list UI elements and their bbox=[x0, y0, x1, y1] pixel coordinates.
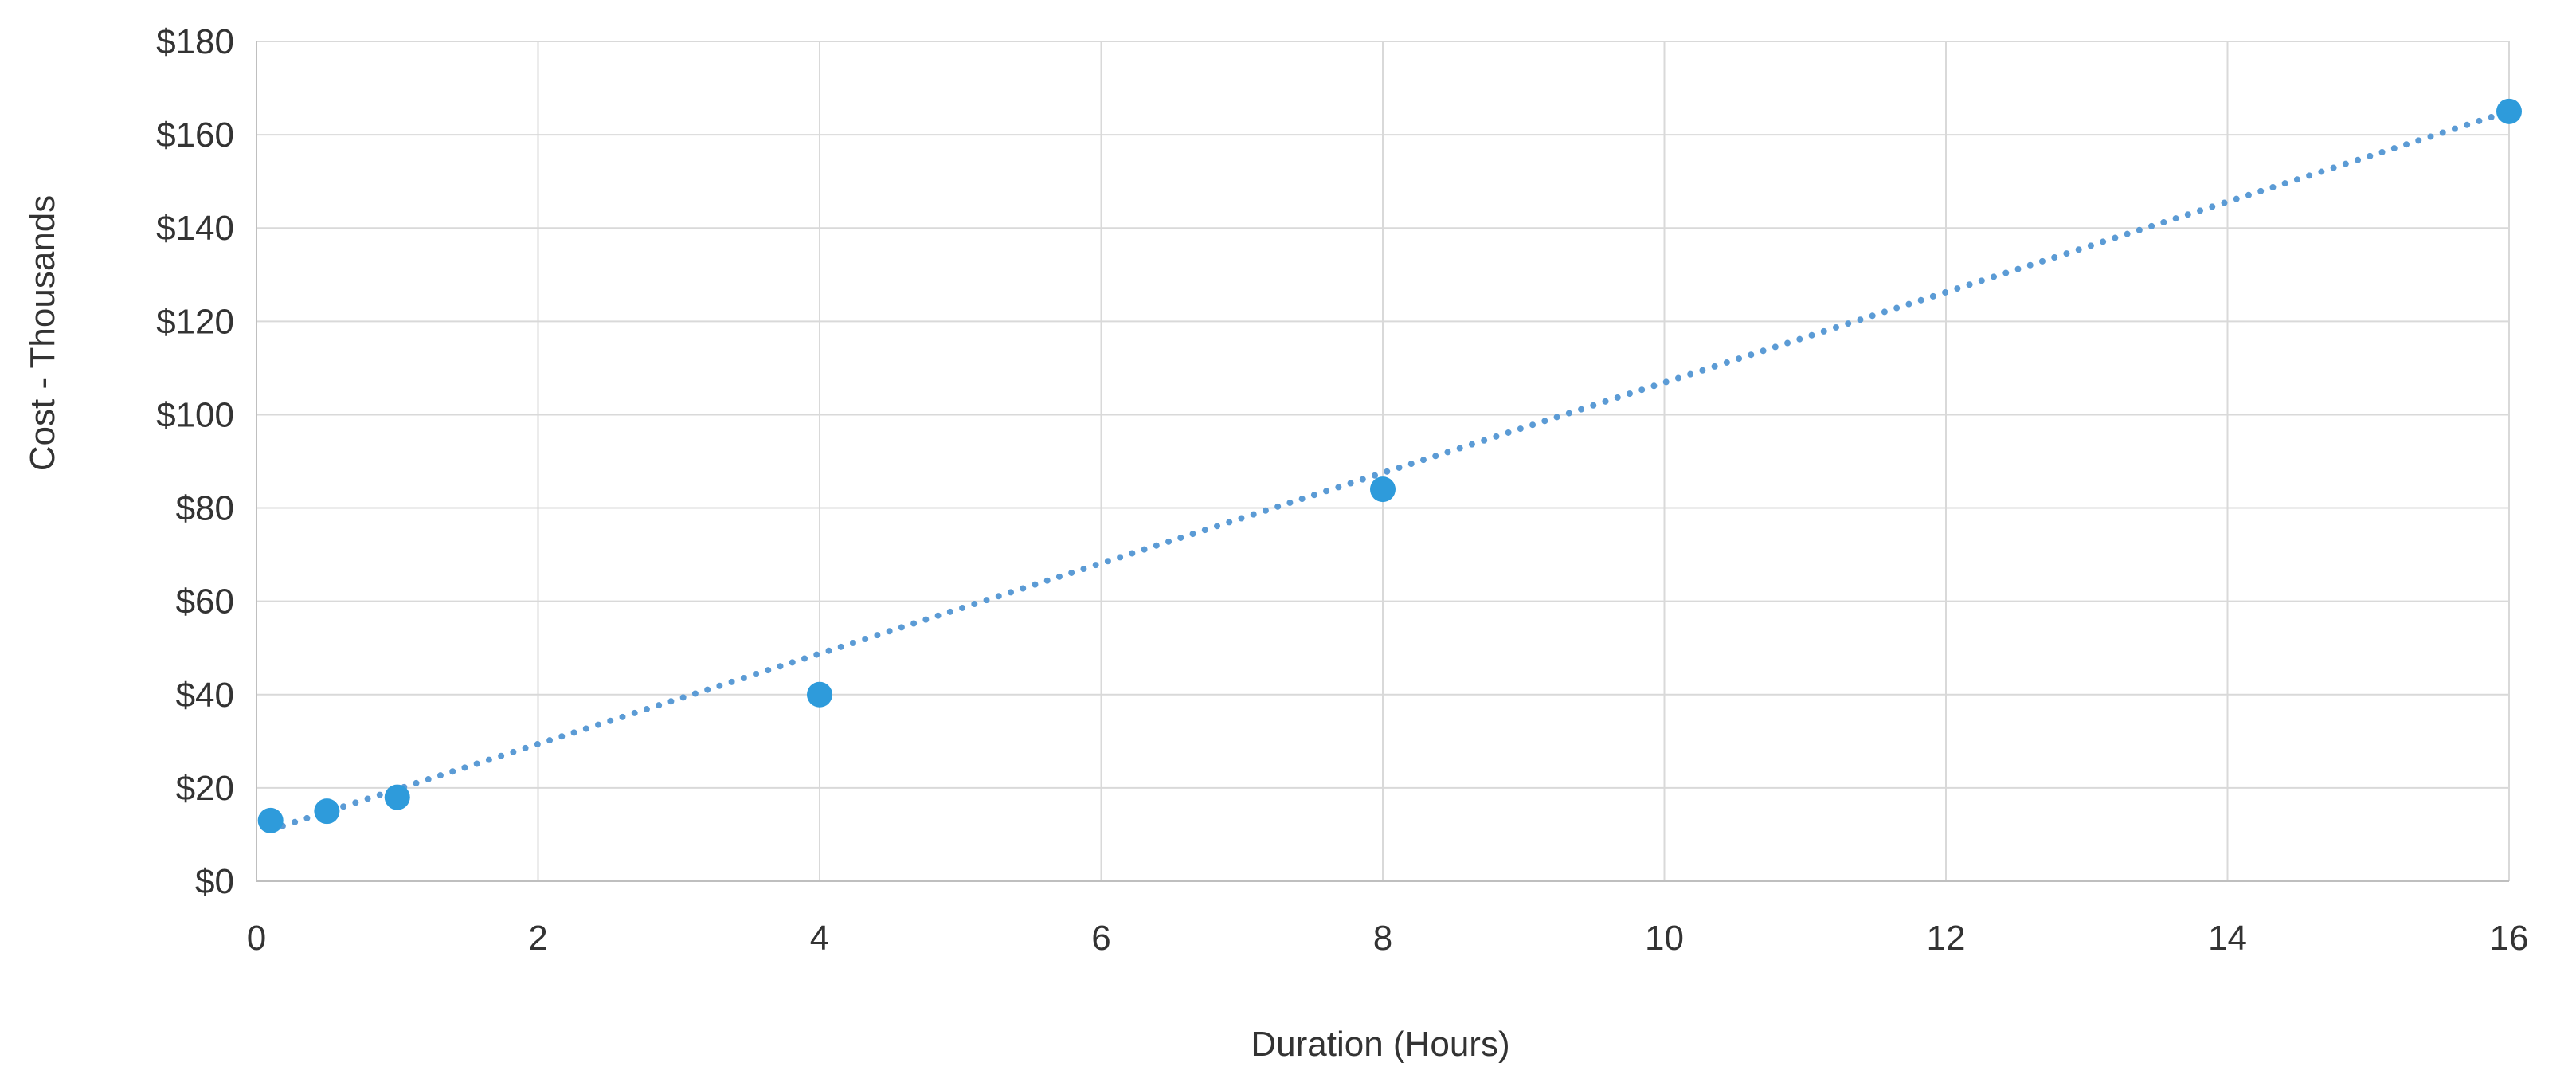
data-point bbox=[2496, 98, 2522, 124]
axes bbox=[256, 41, 2509, 882]
y-tick-label: $80 bbox=[176, 489, 234, 528]
x-tick-label: 12 bbox=[1927, 919, 1966, 958]
x-tick-label: 14 bbox=[2208, 919, 2247, 958]
data-points bbox=[257, 98, 2522, 833]
y-tick-label: $40 bbox=[176, 676, 234, 715]
gridlines bbox=[256, 41, 2510, 881]
x-tick-label: 8 bbox=[1373, 919, 1392, 958]
trendline-line bbox=[267, 108, 2512, 833]
x-tick-label: 16 bbox=[2490, 919, 2529, 958]
y-tick-label: $160 bbox=[156, 116, 234, 155]
x-axis-title: Duration (Hours) bbox=[1251, 1025, 1509, 1064]
y-tick-label: $100 bbox=[156, 395, 234, 434]
x-tick-label: 4 bbox=[810, 919, 829, 958]
data-point bbox=[807, 681, 832, 708]
data-point bbox=[257, 807, 284, 833]
y-tick-label: $120 bbox=[156, 302, 234, 341]
x-tick-label: 6 bbox=[1091, 919, 1110, 958]
y-tick-labels: $0 $20 $40 $60 $80 $100 $120 $140 $160 $180 bbox=[156, 22, 234, 901]
x-tick-labels: 0 2 4 6 8 10 12 14 16 bbox=[247, 919, 2529, 958]
x-tick-label: 10 bbox=[1645, 919, 1684, 958]
x-tick-label: 0 bbox=[247, 919, 266, 958]
y-tick-label: $20 bbox=[176, 769, 234, 808]
trendline bbox=[267, 108, 2512, 833]
y-tick-label: $60 bbox=[176, 582, 234, 621]
data-point bbox=[384, 784, 410, 810]
y-tick-label: $140 bbox=[156, 209, 234, 248]
x-tick-label: 2 bbox=[528, 919, 547, 958]
data-point bbox=[1370, 476, 1396, 503]
data-point bbox=[314, 798, 340, 825]
y-axis-title: Cost - Thousands bbox=[23, 195, 62, 471]
y-tick-label: $0 bbox=[195, 862, 234, 901]
y-tick-label: $180 bbox=[156, 22, 234, 61]
